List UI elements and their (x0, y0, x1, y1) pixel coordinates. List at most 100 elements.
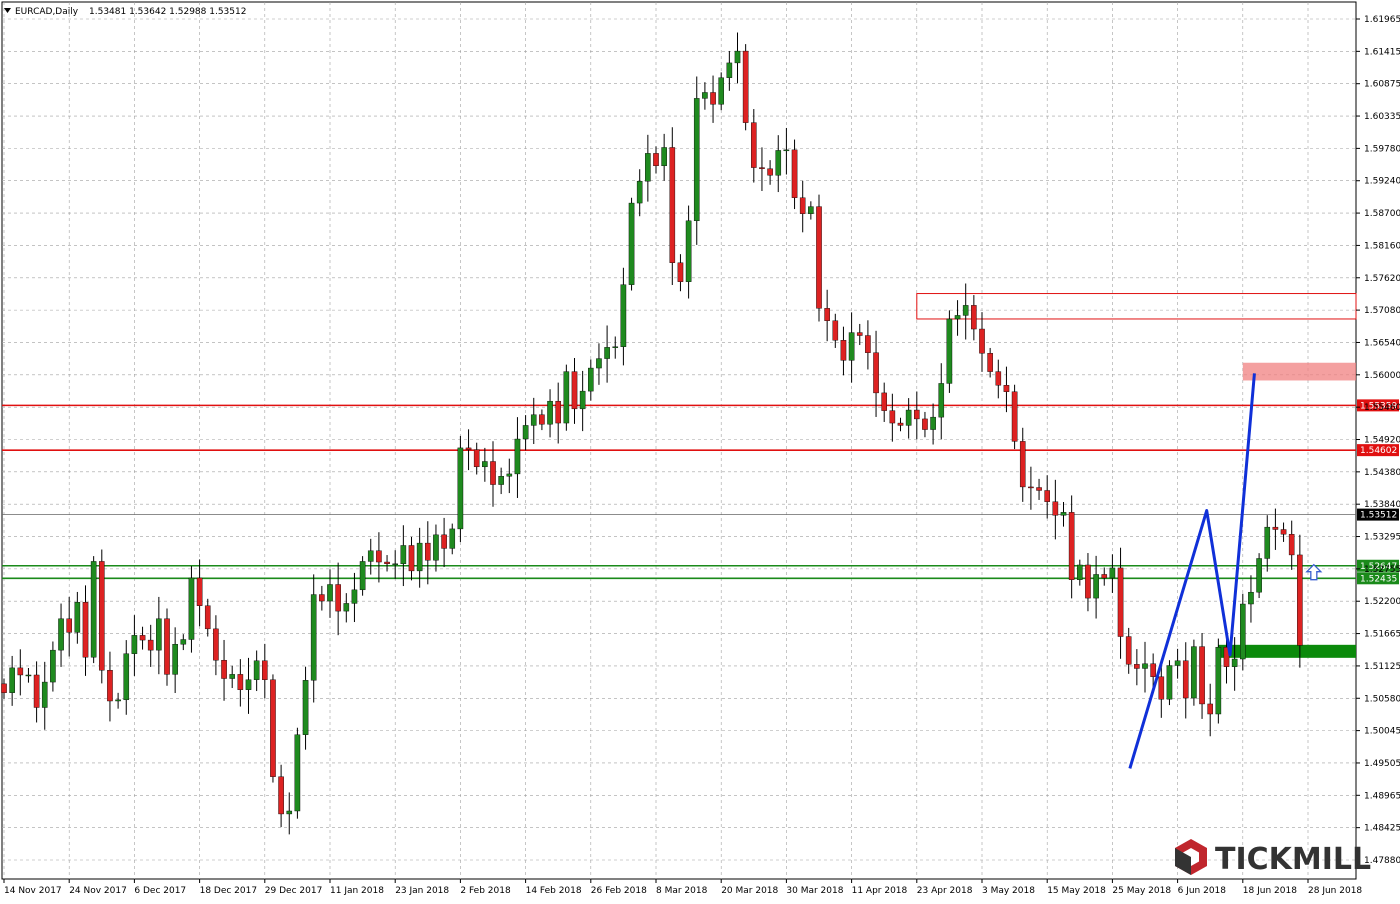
candle-body (742, 50, 749, 123)
date-tick-label: 29 Dec 2017 (265, 886, 323, 896)
candle-body (1060, 512, 1067, 516)
candle-body (1052, 501, 1059, 516)
candle-body (1207, 703, 1213, 715)
candle-body (1142, 663, 1148, 669)
pattern-polyline (1128, 373, 1256, 769)
price-tick-label: 1.60335 (1364, 112, 1400, 122)
candle-body (547, 400, 553, 425)
candle-body (245, 679, 252, 690)
candle-body (865, 335, 871, 353)
candle-body (775, 150, 782, 176)
candle-body (319, 594, 325, 602)
candle-body (17, 667, 24, 676)
candle-body (751, 122, 757, 168)
level-price-badge (1357, 399, 1399, 412)
candle-body (449, 528, 456, 549)
candle-body (897, 422, 904, 426)
candle-body (400, 545, 407, 565)
candle-body (131, 635, 138, 654)
price-tick-label: 1.53295 (1364, 533, 1400, 543)
candle-body (359, 561, 366, 591)
candle-body (473, 449, 480, 468)
candle-body (237, 674, 244, 690)
zone-supply (1242, 362, 1356, 381)
candle-body (1239, 603, 1246, 660)
candle-body (677, 262, 684, 282)
triangle-down-icon[interactable] (4, 8, 11, 13)
candle-body (351, 589, 358, 604)
price-tick-label: 1.50045 (1364, 727, 1400, 737)
candle-body (139, 635, 146, 641)
candle-body (979, 328, 985, 354)
candle-body (98, 561, 105, 671)
price-tick-label: 1.59240 (1364, 177, 1400, 187)
candle-body (848, 332, 855, 361)
candle-body (1199, 646, 1205, 705)
candle-body (922, 418, 928, 430)
candle-body (1191, 646, 1197, 699)
chart-ohlc-label: 1.53481 1.53642 1.52988 1.53512 (89, 7, 246, 17)
candle-body (107, 670, 113, 702)
date-tick-label: 30 Mar 2018 (786, 886, 843, 896)
price-tick-label: 1.58160 (1364, 241, 1400, 251)
candle-body (620, 284, 627, 347)
price-tick-label: 1.54380 (1364, 468, 1400, 478)
date-tick-label: 23 Apr 2018 (917, 886, 973, 896)
price-tick-label: 1.49505 (1364, 759, 1400, 769)
candle-body (530, 414, 537, 426)
current-price-badge (1357, 508, 1399, 521)
price-tick-label: 1.57080 (1364, 306, 1400, 316)
candle-body (392, 563, 399, 566)
level-price-label: 1.52647 (1360, 562, 1397, 572)
candle-body (588, 367, 594, 392)
candle-body (1044, 490, 1050, 502)
candle-body (1085, 564, 1091, 599)
candle-body (987, 353, 993, 372)
candle-body (90, 561, 97, 658)
candle-body (408, 545, 415, 572)
candle-body (278, 776, 284, 815)
price-tick-label: 1.51665 (1364, 630, 1400, 640)
date-tick-label: 26 Feb 2018 (591, 886, 647, 896)
chart-symbol-label: EURCAD,Daily (15, 7, 79, 17)
candle-body (661, 147, 667, 167)
candle-body (1248, 591, 1254, 605)
level-price-label: 1.54602 (1360, 446, 1397, 456)
candle-body (1101, 574, 1108, 579)
candle-body (971, 305, 977, 330)
candle-body (188, 577, 195, 640)
candle-body (1288, 534, 1295, 556)
candle-body (1011, 391, 1018, 442)
up-arrow-icon (1305, 563, 1323, 581)
price-tick-label: 1.61965 (1364, 15, 1400, 25)
candle-body (1, 683, 7, 693)
candle-body (1109, 567, 1116, 579)
candle-body (172, 644, 178, 675)
level-price-badge (1357, 444, 1399, 457)
candle-body (514, 438, 521, 475)
candle-body (702, 92, 708, 99)
date-tick-label: 6 Dec 2017 (134, 886, 186, 896)
price-tick-label: 1.61415 (1364, 47, 1400, 57)
candle-body (123, 653, 130, 701)
candle-body (213, 628, 219, 661)
candle-body (1166, 665, 1173, 700)
candle-body (286, 810, 293, 815)
price-tick-label: 1.52200 (1364, 597, 1400, 607)
zone-demand (1218, 644, 1356, 658)
date-tick-label: 18 Jun 2018 (1243, 886, 1297, 896)
price-tick-label: 1.52755 (1364, 565, 1400, 575)
level-price-label: 1.55359 (1360, 401, 1397, 411)
candle-body (596, 358, 602, 369)
plot-frame (1, 1, 1357, 880)
candle-body (221, 659, 227, 679)
candle-body (1076, 564, 1083, 580)
candle-body (253, 660, 260, 680)
price-tick-label: 1.59780 (1364, 144, 1400, 154)
candle-body (914, 409, 920, 420)
candle-body (82, 602, 89, 658)
candle-body (930, 416, 936, 430)
candle-body (74, 602, 81, 633)
